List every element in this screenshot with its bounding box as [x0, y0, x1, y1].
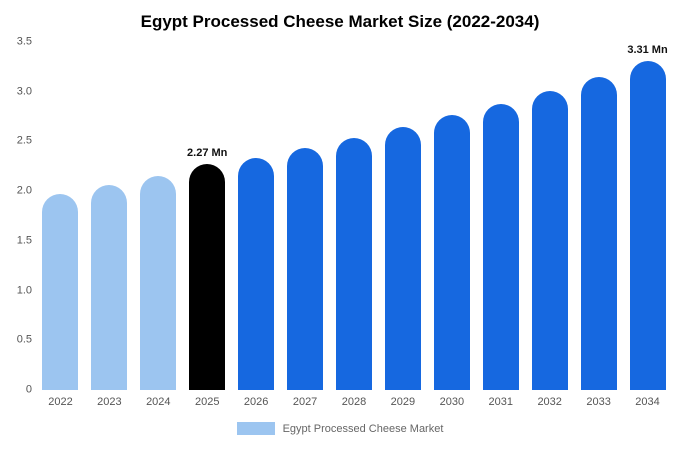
- y-tick-label: 1.5: [16, 234, 32, 247]
- bar-2023: [91, 185, 128, 390]
- bar-2027: [287, 148, 324, 390]
- bar-2028: [335, 138, 372, 390]
- x-tick-label: 2023: [97, 396, 122, 408]
- y-tick-label: 0: [25, 383, 32, 396]
- bar-column: [378, 42, 427, 390]
- x-tick-label: 2030: [439, 396, 465, 408]
- y-tick-label: 3.0: [16, 85, 32, 98]
- x-tick-label: 2033: [586, 396, 611, 408]
- bar-2034: [629, 60, 666, 390]
- bar-column: [525, 42, 574, 390]
- legend: Egypt Processed Cheese Market: [0, 422, 680, 435]
- bar-2031: [482, 103, 519, 390]
- legend-swatch: [236, 422, 275, 435]
- bar-2022: [42, 194, 79, 390]
- bar-column: [476, 42, 525, 390]
- bar-column: [574, 42, 623, 390]
- x-tick-label: 2028: [341, 396, 367, 408]
- y-tick-label: 3.5: [16, 35, 32, 48]
- bars: 2.27 Mn 3.31 Mn: [36, 42, 672, 390]
- x-tick-label: 2032: [537, 396, 562, 408]
- y-tick-label: 1.0: [16, 284, 32, 297]
- bar-column: [85, 42, 134, 390]
- x-tick-label: 2025: [194, 396, 220, 408]
- x-axis: 2022 2023 2024 2025 2026 2027 2028 2029 2030 2031…: [36, 396, 672, 408]
- x-tick-label: 2027: [292, 396, 318, 408]
- plot-area: 3.5 3.0 2.5 2.0 1.5 1.0 0.5 0 2.27 Mn 3.31 Mn: [8, 36, 672, 395]
- y-tick-label: 2.0: [16, 184, 32, 197]
- bar-column: [36, 42, 85, 390]
- x-tick-label: 2029: [390, 396, 416, 408]
- x-tick-label: 2024: [146, 396, 171, 408]
- y-axis: 3.5 3.0 2.5 2.0 1.5 1.0 0.5 0: [8, 36, 36, 395]
- x-tick-label: 2034: [635, 396, 660, 408]
- chart-title: Egypt Processed Cheese Market Size (2022…: [140, 12, 540, 31]
- bar-column: [281, 42, 330, 390]
- legend-label: Egypt Processed Cheese Market: [282, 422, 444, 435]
- bar-2026: [238, 158, 275, 390]
- y-tick-label: 2.5: [16, 134, 32, 147]
- bar-column: [330, 42, 379, 390]
- bar-value-label: 2.27 Mn: [187, 147, 228, 160]
- bar-2033: [580, 76, 617, 390]
- bar-2032: [531, 90, 568, 390]
- bar-column: [134, 42, 183, 390]
- bar-column: [427, 42, 476, 390]
- bar-column: 2.27 Mn: [183, 42, 232, 390]
- bar-column: 3.31 Mn: [623, 42, 672, 390]
- y-tick-label: 0.5: [16, 333, 32, 346]
- bar-value-label: 3.31 Mn: [627, 43, 668, 56]
- x-tick-label: 2031: [488, 396, 513, 408]
- x-tick-label: 2026: [243, 396, 269, 408]
- bar-2024: [140, 176, 177, 390]
- bar-2030: [433, 114, 470, 390]
- x-tick-label: 2022: [48, 396, 73, 408]
- bar-2029: [384, 126, 421, 390]
- bar-2025: [189, 164, 226, 390]
- bar-column: [232, 42, 281, 390]
